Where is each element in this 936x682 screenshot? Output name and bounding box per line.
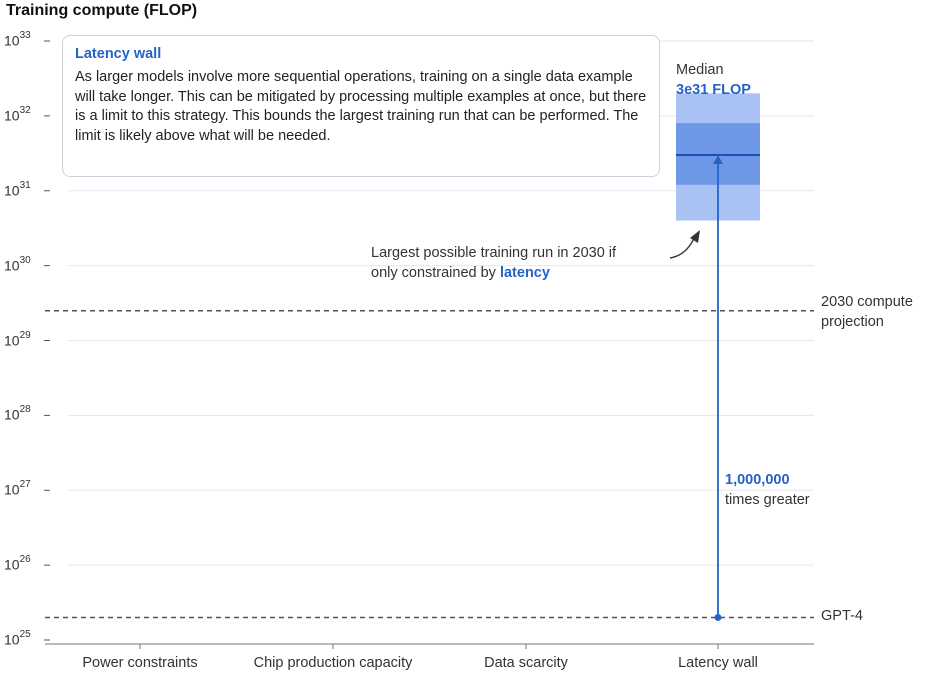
y-tick-exponent: 33 xyxy=(19,30,31,41)
arrow-label-value: 1,000,000 xyxy=(725,472,790,488)
y-tick-base: 10 xyxy=(4,631,20,648)
y-tick-exponent: 26 xyxy=(19,554,31,566)
category-label: Power constraints xyxy=(82,655,198,671)
y-tick-base: 10 xyxy=(4,107,20,124)
arrow-start-dot xyxy=(714,613,722,621)
median-label-block: Median 3e31 FLOP xyxy=(676,60,751,100)
category-label: Latency wall xyxy=(678,655,758,671)
y-tick-base: 10 xyxy=(4,257,20,274)
latency-callout-box: Latency wall As larger models involve mo… xyxy=(62,35,660,177)
annotation-line2: only constrained by latency xyxy=(371,263,616,283)
y-tick-label: 1027 xyxy=(4,479,31,498)
projection-label-line2: projection xyxy=(821,314,884,330)
median-label: Median xyxy=(676,62,724,78)
y-tick-exponent: 32 xyxy=(19,104,31,116)
projection-label: 2030 compute projection xyxy=(821,292,913,332)
projection-label-line1: 2030 compute xyxy=(821,294,913,310)
y-tick-label: 1030 xyxy=(4,254,31,274)
callout-title: Latency wall xyxy=(75,46,162,62)
y-tick-exponent: 31 xyxy=(19,179,31,191)
y-tick-base: 10 xyxy=(4,332,20,349)
median-value-label: 3e31 FLOP xyxy=(676,82,751,98)
y-tick-base: 10 xyxy=(4,32,20,49)
annotation-highlight: latency xyxy=(499,265,550,281)
y-tick-label: 1031 xyxy=(4,179,31,199)
y-tick-label: 1033 xyxy=(4,30,31,49)
y-tick-base: 10 xyxy=(4,481,20,498)
arrow-label: 1,000,000 times greater xyxy=(725,470,810,510)
latency-annotation: Largest possible training run in 2030 if… xyxy=(371,243,616,283)
y-tick-label: 1028 xyxy=(4,404,31,424)
annotation-line2-prefix: only constrained by xyxy=(371,265,500,281)
y-tick-base: 10 xyxy=(4,182,20,199)
y-axis-title: Training compute (FLOP) xyxy=(6,2,198,19)
y-tick-label: 1032 xyxy=(4,104,31,124)
annotation-pointer xyxy=(669,235,696,259)
y-tick-exponent: 30 xyxy=(19,254,31,266)
gpt4-label: GPT-4 xyxy=(821,608,863,624)
y-tick-exponent: 28 xyxy=(19,404,31,416)
y-tick-label: 1029 xyxy=(4,329,31,349)
y-tick-exponent: 29 xyxy=(19,329,31,341)
y-tick-label: 1026 xyxy=(4,554,31,573)
y-tick-base: 10 xyxy=(4,407,20,424)
y-tick-exponent: 25 xyxy=(19,629,31,640)
arrow-label-text: times greater xyxy=(725,492,810,508)
category-label: Data scarcity xyxy=(484,655,568,671)
annotation-pointer-head xyxy=(690,230,700,243)
callout-body: As larger models involve more sequential… xyxy=(75,69,647,144)
category-label: Chip production capacity xyxy=(253,655,413,671)
y-tick-label: 1025 xyxy=(4,629,31,648)
y-tick-exponent: 27 xyxy=(19,479,31,491)
y-tick-base: 10 xyxy=(4,556,20,573)
annotation-line1: Largest possible training run in 2030 if xyxy=(371,245,617,261)
arrow-head xyxy=(713,155,723,165)
